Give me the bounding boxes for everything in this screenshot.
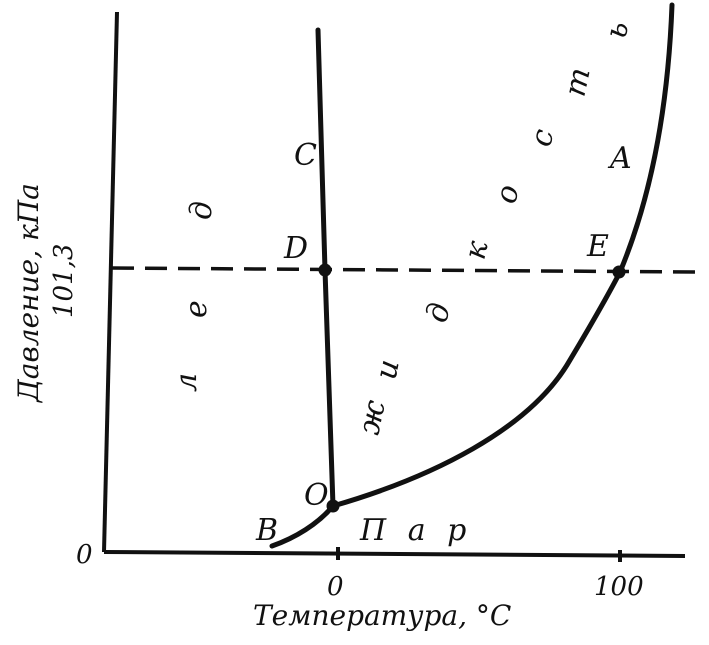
ice-letter-1: л — [169, 373, 204, 392]
point-d-marker — [318, 263, 332, 277]
y-axis — [102, 11, 119, 553]
y-axis-title: Давление, кПа — [12, 183, 45, 404]
atmospheric-pressure-line — [111, 266, 696, 274]
liquid-letter-8: ь — [599, 18, 637, 41]
vapor-label: П а р — [359, 513, 472, 548]
point-e-label: E — [586, 229, 609, 264]
point-d-label: D — [283, 231, 308, 266]
point-o-marker — [326, 499, 340, 513]
liquid-letter-7: т — [558, 65, 598, 100]
x-axis — [103, 550, 686, 558]
x-tick-label-0: 0 — [327, 572, 344, 602]
boiling-curve — [330, 2, 675, 509]
y-tick-label-101-3: 101,3 — [49, 244, 79, 318]
point-c-label: C — [294, 138, 317, 173]
liquid-letter-3: д — [420, 300, 458, 326]
point-a-label: A — [607, 141, 632, 176]
point-e-marker — [612, 265, 626, 279]
y-tick-label-0: 0 — [76, 540, 93, 570]
liquid-letter-2: и — [369, 356, 407, 382]
ice-letter-3: д — [184, 201, 219, 220]
ice-letter-2: е — [179, 300, 214, 318]
liquid-letter-5: о — [489, 182, 527, 207]
liquid-letter-4: к — [458, 238, 496, 263]
sublimation-curve — [269, 503, 336, 549]
liquid-letter-6: с — [524, 126, 562, 150]
x-axis-title: Температура, °C — [253, 599, 511, 632]
point-o-label: O — [304, 478, 329, 513]
liquid-letter-1: ж — [352, 397, 393, 438]
x-tick-label-100: 100 — [594, 572, 644, 602]
point-b-label: B — [255, 513, 278, 548]
